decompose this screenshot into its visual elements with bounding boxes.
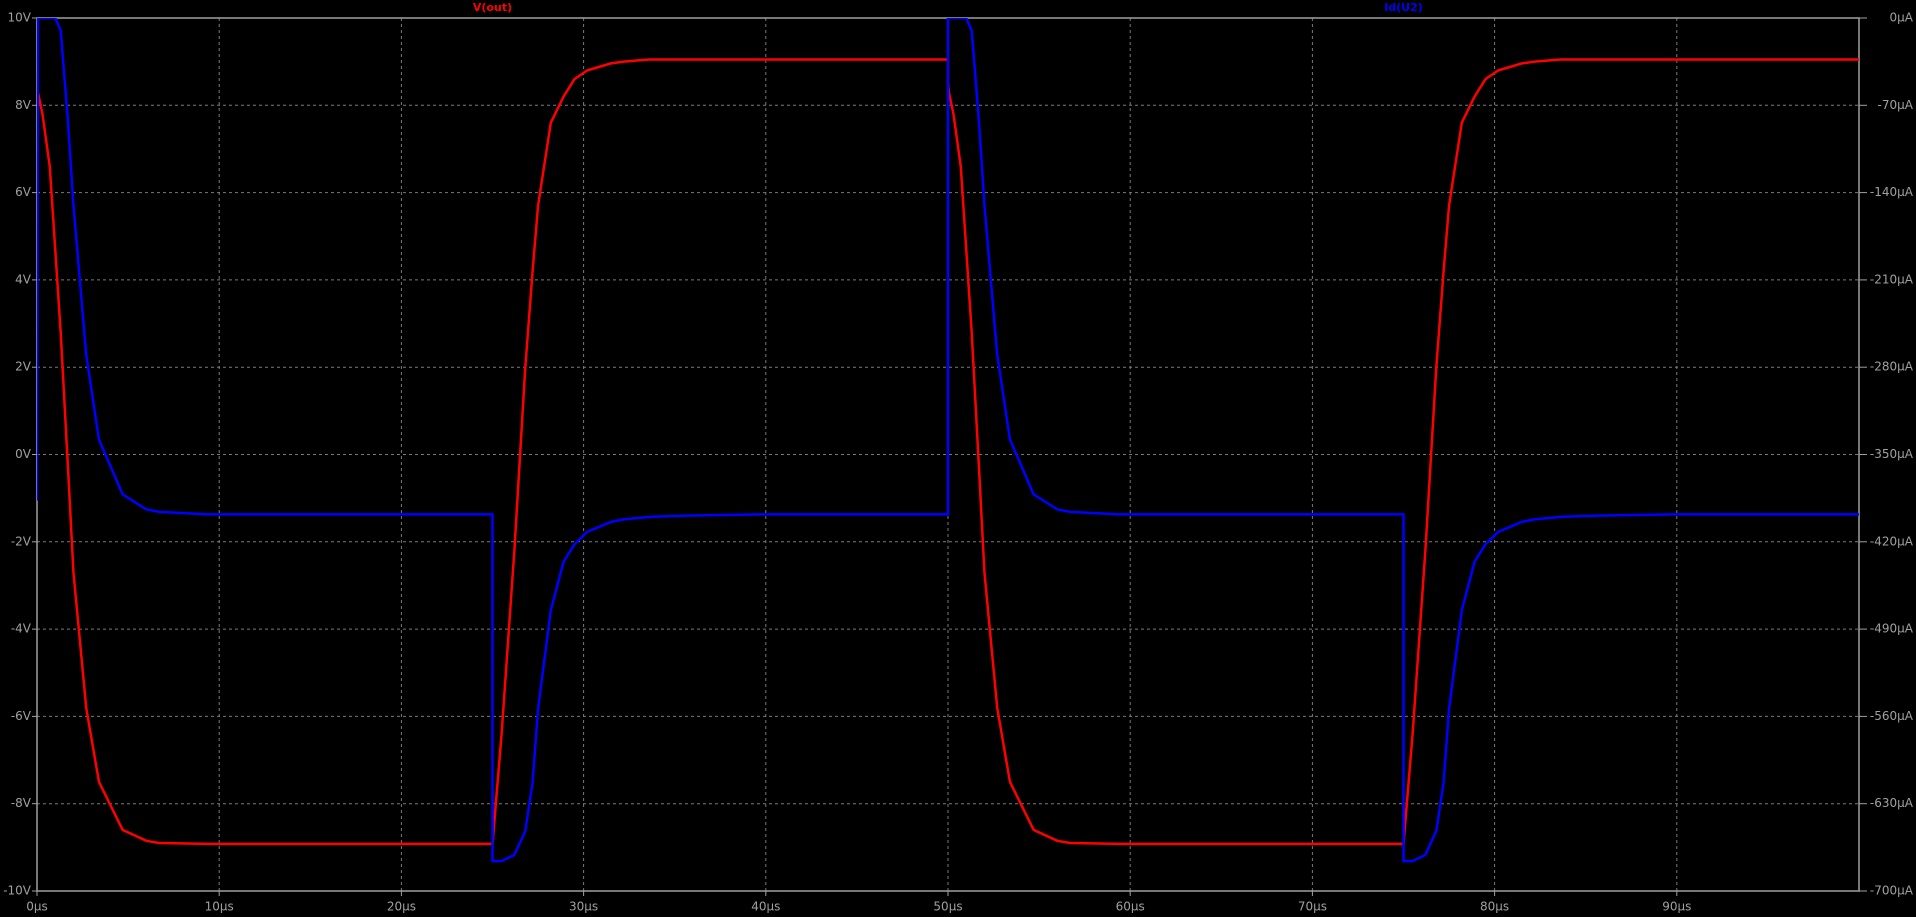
legend-label: Id(U2) <box>1384 1 1423 14</box>
y2-tick-label: -630µA <box>1870 796 1914 810</box>
y-tick-label: -8V <box>11 796 32 810</box>
y2-tick-label: -560µA <box>1870 709 1914 723</box>
y-tick-label: 4V <box>15 272 32 286</box>
legend-label: V(out) <box>473 1 512 14</box>
x-tick-label: 80µs <box>1480 900 1509 914</box>
y-tick-label: 10V <box>8 11 32 25</box>
y-tick-label: -6V <box>11 709 32 723</box>
y2-tick-label: -420µA <box>1870 534 1914 548</box>
y2-tick-label: -700µA <box>1870 884 1914 898</box>
y2-tick-label: -280µA <box>1870 360 1914 374</box>
x-tick-label: 40µs <box>751 900 780 914</box>
y-tick-label: -4V <box>11 622 32 636</box>
x-tick-label: 90µs <box>1662 900 1691 914</box>
x-tick-label: 60µs <box>1116 900 1145 914</box>
x-tick-label: 0µs <box>26 900 48 914</box>
y2-tick-label: -210µA <box>1870 272 1914 286</box>
y-tick-label: -2V <box>11 534 32 548</box>
y-tick-label: 0V <box>15 447 32 461</box>
y2-tick-label: -70µA <box>1878 98 1914 112</box>
y-tick-label: 8V <box>15 98 32 112</box>
y-tick-label: -10V <box>3 884 32 898</box>
series-line <box>37 18 1859 863</box>
x-tick-label: 20µs <box>387 900 416 914</box>
y2-tick-label: -140µA <box>1870 185 1914 199</box>
y2-tick-label: -350µA <box>1870 447 1914 461</box>
y2-tick-label: -490µA <box>1870 622 1914 636</box>
x-tick-label: 10µs <box>205 900 234 914</box>
y-tick-label: 2V <box>15 360 32 374</box>
x-tick-label: 50µs <box>933 900 962 914</box>
x-tick-label: 70µs <box>1298 900 1327 914</box>
x-tick-label: 30µs <box>569 900 598 914</box>
y-tick-label: 6V <box>15 185 32 199</box>
y2-tick-label: 0µA <box>1890 11 1914 25</box>
